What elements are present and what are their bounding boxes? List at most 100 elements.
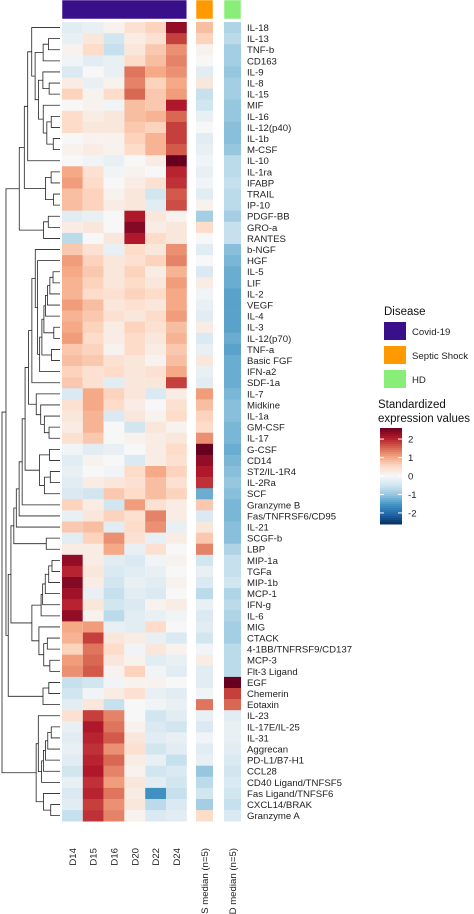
heatmap-cell — [145, 554, 166, 567]
heatmap-cell — [224, 654, 241, 667]
row-label: IP-10 — [247, 201, 270, 212]
heatmap-cell — [166, 621, 187, 633]
heatmap-cell — [196, 743, 213, 755]
dendrogram-branch — [39, 336, 60, 373]
heatmap-cell — [145, 466, 166, 478]
heatmap-cell — [224, 565, 241, 578]
heatmap-cell — [62, 765, 83, 778]
dendrogram-branch — [31, 27, 60, 77]
heatmap-cell — [145, 543, 166, 556]
heatmap-cell — [82, 410, 104, 422]
heatmap-cell — [103, 688, 125, 700]
heatmap-cell — [124, 121, 146, 134]
heatmap-cell — [103, 710, 125, 722]
heatmap-cell — [124, 399, 146, 411]
scale-tick-label: -1 — [408, 490, 417, 501]
scale-gradient-step — [380, 500, 402, 503]
scale-gradient-step — [380, 510, 402, 513]
row-label: M-CSF — [247, 145, 278, 156]
heatmap-cell — [124, 610, 146, 622]
scale-gradient-step — [380, 468, 402, 471]
heatmap-cell — [124, 266, 146, 278]
row-label: ST2/IL-1R4 — [247, 467, 297, 478]
heatmap-cell — [124, 432, 146, 445]
heatmap-cell — [103, 99, 125, 112]
dendrogram-branch — [49, 276, 60, 295]
heatmap-cell — [145, 377, 166, 389]
heatmap-cell — [166, 110, 187, 123]
scale-gradient-step — [380, 490, 402, 493]
scale-gradient-step — [380, 484, 402, 487]
heatmap-cell — [145, 199, 166, 211]
heatmap-cell — [166, 177, 187, 189]
scale-gradient-step — [380, 428, 402, 431]
heatmap-cell — [82, 477, 104, 489]
scale-gradient-step — [380, 488, 402, 491]
heatmap-cell — [196, 177, 213, 189]
row-label: LIF — [247, 278, 261, 289]
scale-gradient-step — [380, 464, 402, 467]
row-label: IL-21 — [247, 522, 269, 533]
heatmap-cell — [166, 454, 187, 467]
heatmap-cell — [103, 588, 125, 600]
heatmap-cell — [196, 521, 213, 533]
heatmap-cell — [62, 177, 83, 189]
heatmap-cell — [62, 599, 83, 611]
row-label: Aggrecan — [247, 744, 288, 755]
dendrogram-branch — [10, 525, 32, 624]
dendrogram-branch — [45, 294, 60, 317]
heatmap-cell — [145, 765, 166, 778]
heatmap-cell — [103, 532, 125, 544]
heatmap-cell — [145, 232, 166, 245]
heatmap-cell — [145, 499, 166, 511]
row-label: IL-5 — [247, 267, 264, 278]
heatmap-cell — [62, 355, 83, 367]
column-labels: D14 D15 D16 D20 D22 D24 SS median (n=5) HD medi… — [68, 847, 239, 914]
heatmap-cell — [103, 110, 125, 123]
row-label: IL-7 — [247, 389, 264, 400]
heatmap-cell — [224, 721, 241, 733]
group-bar-septic-shock — [195, 0, 214, 20]
heatmap-cell — [145, 366, 166, 378]
row-label: Granzyme A — [247, 811, 300, 822]
heatmap-cell — [145, 632, 166, 644]
heatmap-cell — [145, 754, 166, 766]
heatmap-cell — [62, 543, 83, 556]
heatmap-cell — [196, 577, 213, 589]
dendrogram-branch — [46, 637, 60, 650]
heatmap-cell — [145, 421, 166, 433]
scale-gradient-step — [380, 466, 402, 469]
heatmap-cell — [224, 288, 241, 300]
heatmap-cell — [124, 543, 146, 556]
heatmap-cell — [224, 244, 241, 256]
heatmap-cell — [124, 721, 146, 733]
heatmap-cell — [224, 665, 241, 678]
heatmap-cell — [103, 377, 125, 389]
dendrogram-branch — [50, 726, 60, 739]
dendrogram-branch — [48, 38, 60, 51]
heatmap-cell — [166, 310, 187, 322]
scale-gradient-step — [380, 514, 402, 517]
heatmap-cell — [224, 532, 241, 544]
heatmap-cell — [224, 310, 241, 322]
heatmap-cell — [166, 399, 187, 411]
heatmap-cell — [196, 754, 213, 766]
heatmap-cell — [82, 232, 104, 245]
heatmap-cell — [62, 299, 83, 311]
heatmap-cell — [196, 399, 213, 411]
heatmap-cell — [82, 332, 104, 345]
heatmap-cell — [103, 410, 125, 422]
heatmap-cell — [62, 99, 83, 112]
row-label: GRO-a — [247, 223, 278, 234]
row-label: IL-9 — [247, 67, 264, 78]
heatmap-cell — [166, 77, 187, 89]
heatmap-cell — [62, 266, 83, 278]
dendrogram-branch — [41, 318, 52, 356]
heatmap-cell — [82, 66, 104, 78]
heatmap-cell — [62, 66, 83, 78]
heatmap-cell — [103, 443, 125, 456]
heatmap-cell — [124, 577, 146, 589]
heatmap-cell — [145, 110, 166, 123]
heatmap-cell — [62, 321, 83, 334]
heatmap-cell — [103, 44, 125, 56]
